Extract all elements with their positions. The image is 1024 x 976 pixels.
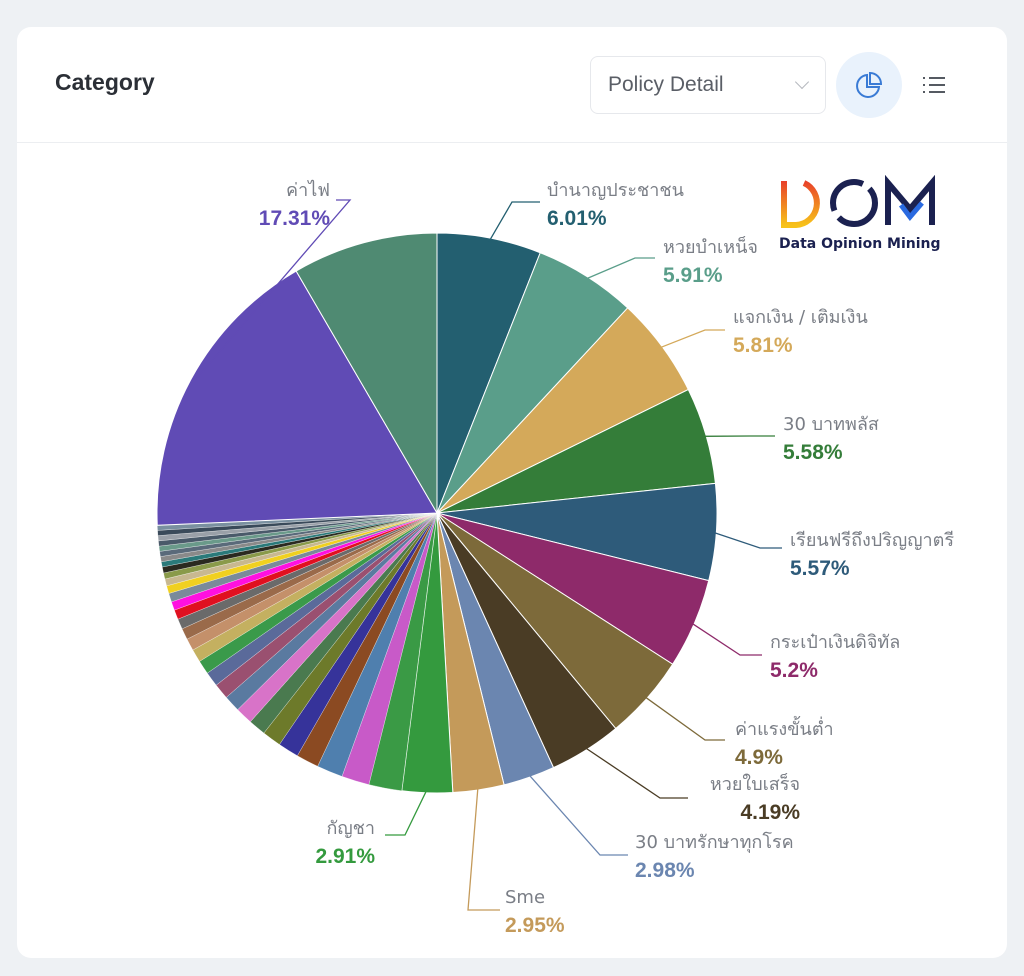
slice-label-percent: 2.91% bbox=[315, 845, 375, 868]
list-view-button[interactable] bbox=[917, 69, 953, 101]
pie-slice-43[interactable] bbox=[295, 232, 438, 515]
slice-label-name: Sme bbox=[505, 887, 545, 908]
dom-logo-mark: Data Opinion Mining bbox=[779, 174, 941, 252]
slice-label-percent: 5.91% bbox=[663, 264, 723, 287]
slice-label-percent: 5.81% bbox=[733, 334, 793, 357]
leader-line bbox=[584, 257, 655, 281]
leader-line bbox=[467, 785, 500, 911]
slice-label-name: กัญชา bbox=[326, 818, 375, 839]
pie-chart-icon bbox=[856, 71, 883, 98]
slice-label-percent: 2.98% bbox=[635, 859, 695, 882]
slice-label-percent: 5.58% bbox=[783, 441, 843, 464]
leader-line bbox=[690, 621, 762, 656]
slice-label-name: ค่าแรงขั้นต่ำ bbox=[735, 716, 834, 740]
slice-label-percent: 4.9% bbox=[735, 746, 783, 769]
slice-label-percent: 17.31% bbox=[259, 207, 331, 230]
slice-label-name: หวยบำเหน็จ bbox=[663, 235, 758, 258]
logo-tagline: Data Opinion Mining bbox=[779, 236, 941, 252]
slice-label-name: บำนาญประชาชน bbox=[547, 180, 684, 201]
leader-line bbox=[194, 199, 352, 382]
dropdown-value: Policy Detail bbox=[608, 73, 724, 96]
list-icon bbox=[923, 77, 945, 93]
leader-line bbox=[643, 695, 725, 741]
pie-view-button[interactable] bbox=[836, 52, 902, 118]
leader-line bbox=[488, 201, 540, 243]
dom-logo: Data Opinion Mining bbox=[776, 174, 941, 255]
slice-label-name: เรียนฟรีถึงปริญญาตรี bbox=[790, 530, 954, 551]
slice-label-percent: 4.19% bbox=[740, 801, 800, 824]
card-title: Category bbox=[55, 69, 155, 95]
slice-label-name: แจกเงิน / เติมเงิน bbox=[733, 307, 868, 328]
leader-line bbox=[658, 329, 725, 349]
header-divider bbox=[17, 142, 1007, 143]
pie-slice-42[interactable] bbox=[156, 270, 438, 526]
leader-line bbox=[385, 788, 428, 836]
slice-label-percent: 5.57% bbox=[790, 557, 850, 580]
slice-label-name: 30 บาทพลัส bbox=[783, 414, 879, 435]
slice-label-name: กระเป๋าเงินดิจิทัล bbox=[770, 632, 900, 653]
policy-detail-dropdown[interactable]: Policy Detail bbox=[590, 56, 826, 114]
leader-line bbox=[527, 773, 628, 856]
slice-label-name: ค่าไฟ bbox=[286, 179, 330, 201]
slice-label-percent: 2.95% bbox=[505, 914, 565, 937]
slice-label-percent: 6.01% bbox=[547, 207, 607, 230]
leader-line bbox=[583, 746, 688, 799]
slice-label-name: หวยใบเสร็จ bbox=[710, 772, 800, 795]
slice-label-name: 30 บาทรักษาทุกโรค bbox=[635, 831, 794, 853]
slice-label-percent: 5.2% bbox=[770, 659, 818, 682]
leader-line bbox=[712, 531, 782, 549]
